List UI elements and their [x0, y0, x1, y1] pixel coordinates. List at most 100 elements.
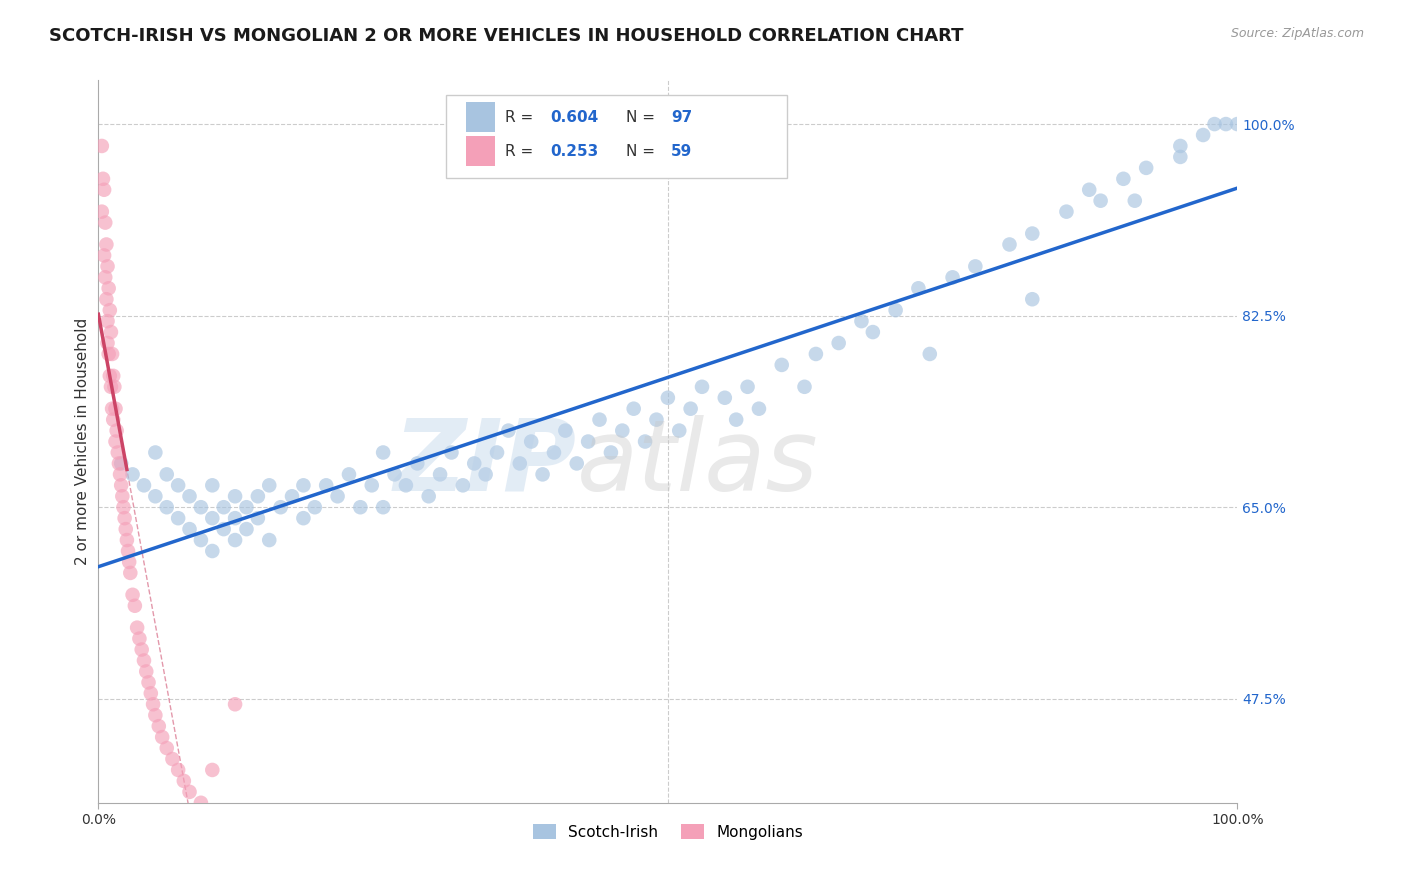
- Point: [150, 730, 173, 744]
- Point: [520, 434, 543, 449]
- Point: [93, 248, 115, 262]
- Point: [246, 489, 269, 503]
- Point: [96, 260, 118, 274]
- Point: [645, 412, 668, 426]
- Text: SCOTCH-IRISH VS MONGOLIAN 2 OR MORE VEHICLES IN HOUSEHOLD CORRELATION CHART: SCOTCH-IRISH VS MONGOLIAN 2 OR MORE VEHI…: [49, 27, 963, 45]
- Point: [429, 467, 451, 482]
- Point: [543, 445, 565, 459]
- Point: [201, 478, 224, 492]
- Point: [190, 533, 212, 547]
- Point: [259, 478, 281, 492]
- Point: [451, 478, 474, 492]
- Point: [162, 752, 184, 766]
- Point: [132, 653, 155, 667]
- Point: [371, 500, 394, 515]
- Point: [998, 237, 1021, 252]
- Point: [828, 336, 851, 351]
- Point: [132, 478, 155, 492]
- Point: [212, 522, 235, 536]
- Point: [1170, 139, 1192, 153]
- Point: [1021, 227, 1043, 241]
- Point: [94, 216, 117, 230]
- Point: [108, 457, 131, 471]
- Point: [474, 467, 496, 482]
- Point: [259, 533, 281, 547]
- Point: [121, 588, 143, 602]
- Point: [1112, 171, 1135, 186]
- Point: [118, 555, 141, 569]
- Point: [107, 445, 129, 459]
- Point: [554, 424, 576, 438]
- Text: R =: R =: [505, 145, 538, 160]
- Point: [139, 686, 162, 700]
- Point: [1135, 161, 1157, 175]
- Point: [395, 478, 418, 492]
- Point: [142, 698, 165, 712]
- Text: Source: ZipAtlas.com: Source: ZipAtlas.com: [1230, 27, 1364, 40]
- Point: [486, 445, 509, 459]
- Y-axis label: 2 or more Vehicles in Household: 2 or more Vehicles in Household: [75, 318, 90, 566]
- Point: [531, 467, 554, 482]
- Point: [588, 412, 610, 426]
- Point: [179, 522, 201, 536]
- Point: [714, 391, 737, 405]
- Point: [103, 368, 125, 383]
- Point: [104, 434, 127, 449]
- Point: [145, 708, 167, 723]
- Point: [105, 424, 128, 438]
- Text: 0.604: 0.604: [551, 110, 599, 125]
- Point: [1123, 194, 1146, 208]
- Point: [103, 380, 125, 394]
- Point: [114, 522, 136, 536]
- Point: [100, 325, 122, 339]
- Point: [98, 368, 121, 383]
- Point: [90, 139, 112, 153]
- Point: [104, 401, 127, 416]
- Point: [127, 621, 149, 635]
- Point: [737, 380, 759, 394]
- Point: [96, 336, 118, 351]
- Point: [110, 457, 132, 471]
- Point: [270, 500, 292, 515]
- Point: [98, 303, 121, 318]
- Point: [657, 391, 679, 405]
- Text: atlas: atlas: [576, 415, 818, 512]
- FancyBboxPatch shape: [446, 95, 787, 178]
- Point: [793, 380, 815, 394]
- Point: [91, 171, 114, 186]
- Point: [224, 698, 246, 712]
- Point: [179, 785, 201, 799]
- Point: [600, 445, 623, 459]
- Text: N =: N =: [626, 110, 659, 125]
- Point: [360, 478, 382, 492]
- Point: [108, 467, 131, 482]
- Point: [111, 489, 134, 503]
- Point: [156, 467, 179, 482]
- Point: [224, 511, 246, 525]
- Point: [440, 445, 463, 459]
- Point: [406, 457, 429, 471]
- Point: [498, 424, 520, 438]
- Point: [804, 347, 827, 361]
- Point: [1215, 117, 1237, 131]
- Point: [907, 281, 929, 295]
- Point: [145, 445, 167, 459]
- Point: [942, 270, 965, 285]
- Point: [1054, 204, 1078, 219]
- Point: [110, 478, 132, 492]
- Point: [668, 424, 690, 438]
- Point: [748, 401, 770, 416]
- Point: [337, 467, 360, 482]
- FancyBboxPatch shape: [467, 136, 495, 166]
- Point: [623, 401, 645, 416]
- Point: [326, 489, 349, 503]
- Point: [90, 204, 112, 219]
- Point: [576, 434, 599, 449]
- Point: [128, 632, 150, 646]
- Point: [918, 347, 941, 361]
- Point: [1226, 117, 1249, 131]
- Point: [349, 500, 371, 515]
- Point: [679, 401, 702, 416]
- Point: [851, 314, 873, 328]
- Point: [179, 489, 201, 503]
